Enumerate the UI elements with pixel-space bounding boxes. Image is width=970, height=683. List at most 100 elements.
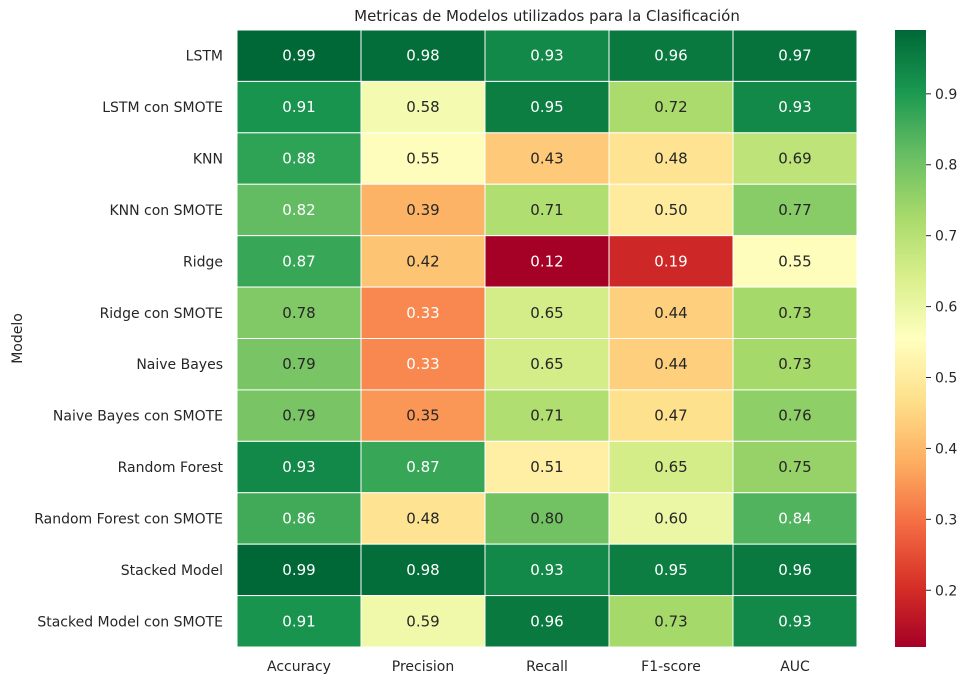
cell-value-label: 0.44 xyxy=(654,304,687,322)
column-label: F1-score xyxy=(641,659,701,675)
cell-value-label: 0.76 xyxy=(778,407,811,425)
cell-value-label: 0.93 xyxy=(778,612,811,630)
heatmap-cell xyxy=(360,132,486,185)
cell-value-label: 0.69 xyxy=(778,150,811,168)
heatmap-cell xyxy=(236,183,362,237)
cell-value-label: 0.47 xyxy=(654,407,687,425)
cell-value-label: 0.86 xyxy=(282,509,315,527)
row-label: Random Forest xyxy=(118,460,224,476)
heatmap-cell xyxy=(360,286,486,340)
cell-value-label: 0.65 xyxy=(530,304,563,322)
row-label: KNN xyxy=(193,152,223,168)
cell-value-label: 0.33 xyxy=(406,355,439,373)
heatmap-cell xyxy=(360,440,486,494)
heatmap-cell xyxy=(608,543,734,597)
row-labels: LSTM LSTM con SMOTE KNN KNN con SMOTE Ridge R… xyxy=(34,49,223,631)
heatmap-cell xyxy=(732,132,858,185)
cell-value-label: 0.96 xyxy=(778,561,811,579)
colorbar-gradient xyxy=(895,30,926,647)
heatmap-cell xyxy=(732,235,858,288)
cell-value-label: 0.93 xyxy=(778,98,811,116)
colorbar-tick-label: 0.7 xyxy=(935,229,957,245)
row-label: Stacked Model con SMOTE xyxy=(37,614,223,630)
colorbar-tick-label: 0.4 xyxy=(935,441,957,457)
heatmap-cell xyxy=(360,492,486,545)
cell-value-label: 0.73 xyxy=(778,304,811,322)
heatmap-cell xyxy=(484,389,610,442)
cell-value-label: 0.77 xyxy=(778,201,811,219)
cell-value-label: 0.72 xyxy=(654,98,687,116)
heatmap-cells: 0.99 0.98 0.93 0.96 0.97 0.91 0.58 0.95 0.72 0.93… xyxy=(236,29,858,648)
heatmap-cell xyxy=(484,440,610,494)
cell-value-label: 0.91 xyxy=(282,98,315,116)
heatmap-cell xyxy=(360,235,486,288)
heatmap-cell xyxy=(732,492,858,545)
row-label: LSTM con SMOTE xyxy=(102,100,223,116)
cell-value-label: 0.55 xyxy=(406,150,439,168)
cell-value-label: 0.19 xyxy=(654,252,687,270)
cell-value-label: 0.96 xyxy=(654,47,687,65)
colorbar-tick-label: 0.3 xyxy=(935,512,957,528)
row-label: LSTM xyxy=(186,49,223,65)
heatmap-cell xyxy=(236,80,362,134)
y-axis-label: Modelo xyxy=(10,313,26,364)
cell-value-label: 0.96 xyxy=(530,612,563,630)
colorbar-tick-label: 0.6 xyxy=(935,300,957,316)
cell-value-label: 0.93 xyxy=(282,458,315,476)
heatmap-cell xyxy=(236,338,362,391)
colorbar: 0.2 0.3 0.4 0.5 0.6 0.7 0.8 0.9 xyxy=(895,30,957,647)
cell-value-label: 0.98 xyxy=(406,561,439,579)
cell-value-label: 0.75 xyxy=(778,458,811,476)
cell-value-label: 0.82 xyxy=(282,201,315,219)
heatmap-cell xyxy=(732,338,858,391)
heatmap-cell xyxy=(732,183,858,237)
cell-value-label: 0.93 xyxy=(530,561,563,579)
heatmap-cell xyxy=(608,286,734,340)
heatmap-cell xyxy=(608,595,734,648)
heatmap-cell xyxy=(360,183,486,237)
heatmap-cell xyxy=(484,29,610,82)
heatmap-cell xyxy=(484,492,610,545)
cell-value-label: 0.58 xyxy=(406,98,439,116)
heatmap-cell xyxy=(732,543,858,597)
heatmap-cell xyxy=(484,235,610,288)
cell-value-label: 0.79 xyxy=(282,407,315,425)
heatmap-cell xyxy=(236,595,362,648)
column-label: AUC xyxy=(780,659,810,675)
cell-value-label: 0.65 xyxy=(530,355,563,373)
colorbar-tick-label: 0.8 xyxy=(935,158,957,174)
cell-value-label: 0.48 xyxy=(406,509,439,527)
row-label: Ridge xyxy=(183,254,223,270)
cell-value-label: 0.87 xyxy=(282,252,315,270)
cell-value-label: 0.43 xyxy=(530,150,563,168)
cell-value-label: 0.78 xyxy=(282,304,315,322)
cell-value-label: 0.99 xyxy=(282,561,315,579)
cell-value-label: 0.93 xyxy=(530,47,563,65)
cell-value-label: 0.95 xyxy=(654,561,687,579)
heatmap-cell xyxy=(608,132,734,185)
heatmap-cell xyxy=(484,286,610,340)
column-label: Accuracy xyxy=(267,659,331,675)
chart-title: Metricas de Modelos utilizados para la C… xyxy=(354,7,740,25)
cell-value-label: 0.97 xyxy=(778,47,811,65)
row-label: KNN con SMOTE xyxy=(109,203,223,219)
heatmap-cell xyxy=(236,543,362,597)
cell-value-label: 0.71 xyxy=(530,407,563,425)
colorbar-tick-label: 0.5 xyxy=(935,371,957,387)
colorbar-tick-label: 0.9 xyxy=(935,87,957,103)
row-label: Random Forest con SMOTE xyxy=(34,511,223,527)
cell-value-label: 0.51 xyxy=(530,458,563,476)
row-label: Naive Bayes xyxy=(136,357,223,373)
heatmap-cell xyxy=(732,389,858,442)
row-label: Stacked Model xyxy=(121,563,223,579)
row-label: Ridge con SMOTE xyxy=(100,306,223,322)
cell-value-label: 0.65 xyxy=(654,458,687,476)
cell-value-label: 0.84 xyxy=(778,509,811,527)
heatmap-cell xyxy=(236,492,362,545)
column-label: Precision xyxy=(392,659,454,675)
cell-value-label: 0.50 xyxy=(654,201,687,219)
heatmap-cell xyxy=(608,492,734,545)
heatmap-cell xyxy=(608,183,734,237)
heatmap-cell xyxy=(236,29,362,82)
